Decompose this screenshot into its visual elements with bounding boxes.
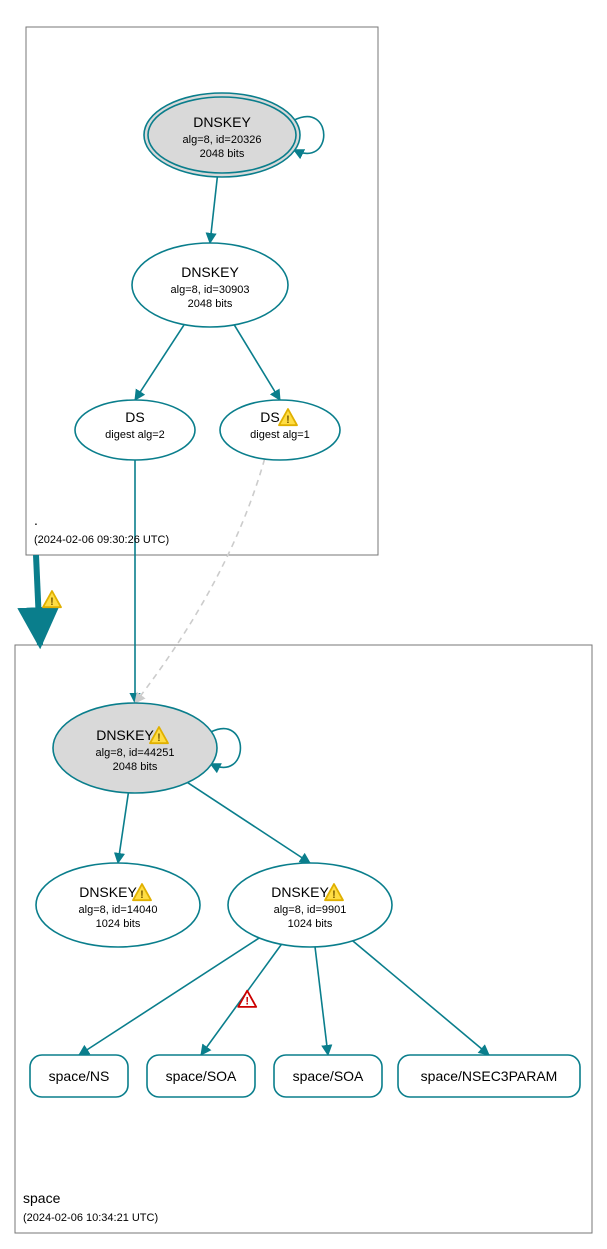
- edge: [188, 783, 310, 863]
- edge: [118, 793, 128, 863]
- edge: [315, 947, 328, 1055]
- node-zsk_space2: DNSKEY! alg=8, id=9901 1024 bits: [228, 863, 392, 947]
- node-zsk_root: DNSKEY alg=8, id=30903 2048 bits: [132, 243, 288, 327]
- record-label: space/SOA: [166, 1068, 237, 1084]
- node-sub1: digest alg=1: [250, 429, 310, 441]
- edge: [210, 177, 217, 243]
- zone-delegation-edge: [36, 555, 40, 645]
- node-title: DNSKEY: [193, 114, 251, 130]
- warn-bang: !: [332, 889, 336, 901]
- node-zsk_space1: DNSKEY! alg=8, id=14040 1024 bits: [36, 863, 200, 947]
- record-soa1: space/SOA: [147, 1055, 255, 1097]
- node-ds2: DS digest alg=2: [75, 400, 195, 460]
- node-title: DNSKEY: [79, 884, 137, 900]
- node-ksk_root: DNSKEY alg=8, id=20326 2048 bits: [144, 93, 300, 177]
- record-label: space/NSEC3PARAM: [421, 1068, 558, 1084]
- record-label: space/SOA: [293, 1068, 364, 1084]
- edge: [353, 941, 489, 1055]
- node-ksk_space: DNSKEY! alg=8, id=44251 2048 bits: [53, 703, 217, 793]
- edge: [234, 325, 280, 400]
- record-soa2: space/SOA: [274, 1055, 382, 1097]
- warn-bang: !: [157, 732, 161, 744]
- node-sub1: alg=8, id=30903: [171, 284, 250, 296]
- warn-bang: !: [286, 414, 290, 426]
- zone-date: (2024-02-06 09:30:26 UTC): [34, 534, 169, 546]
- node-ds1: DS! digest alg=1: [220, 400, 340, 460]
- node-title: DS: [260, 409, 279, 425]
- record-nsec3: space/NSEC3PARAM: [398, 1055, 580, 1097]
- node-sub1: alg=8, id=9901: [274, 904, 347, 916]
- warn-bang: !: [50, 596, 54, 608]
- node-title: DNSKEY: [181, 264, 239, 280]
- node-sub1: alg=8, id=14040: [79, 904, 158, 916]
- record-ns: space/NS: [30, 1055, 128, 1097]
- edge: [135, 459, 265, 703]
- node-title: DS: [125, 409, 144, 425]
- node-sub1: alg=8, id=20326: [183, 134, 262, 146]
- node-title: DNSKEY: [271, 884, 329, 900]
- zone-label: space: [23, 1190, 61, 1206]
- warn-bang: !: [245, 996, 249, 1008]
- zone-edge-warn-icon: !: [43, 591, 61, 608]
- edge: [79, 938, 259, 1055]
- zone-date: (2024-02-06 10:34:21 UTC): [23, 1212, 158, 1224]
- edge: [135, 325, 184, 400]
- warn-bang: !: [140, 889, 144, 901]
- node-sub2: 1024 bits: [288, 918, 333, 930]
- node-sub2: 2048 bits: [113, 761, 158, 773]
- zone-label: .: [34, 512, 38, 528]
- node-sub2: 2048 bits: [188, 298, 233, 310]
- node-sub2: 2048 bits: [200, 148, 245, 160]
- node-sub2: 1024 bits: [96, 918, 141, 930]
- record-label: space/NS: [49, 1068, 110, 1084]
- node-sub1: alg=8, id=44251: [96, 747, 175, 759]
- node-title: DNSKEY: [96, 727, 154, 743]
- node-sub1: digest alg=2: [105, 429, 165, 441]
